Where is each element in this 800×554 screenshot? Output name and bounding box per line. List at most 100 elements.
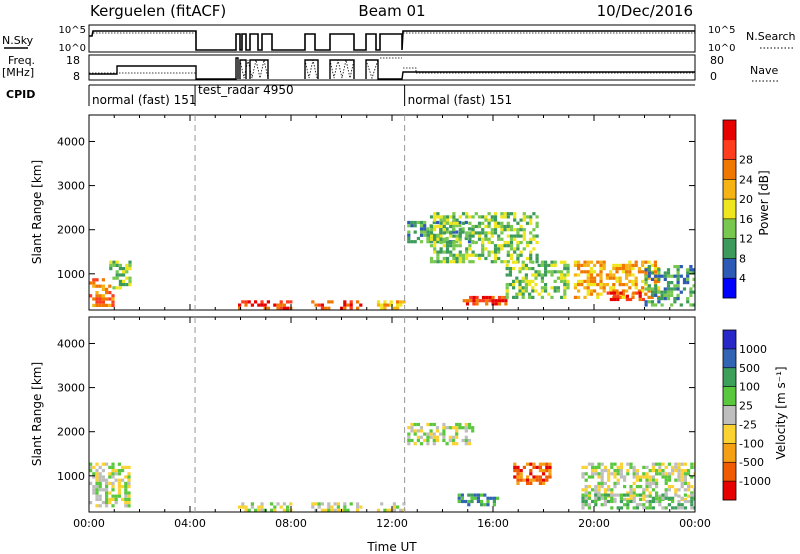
velocity-colorbar-tick-label: 25: [739, 400, 753, 413]
velocity-y-tick-label: 1000: [57, 470, 85, 483]
velocity-echo-region: [407, 422, 475, 446]
date-title: 10/Dec/2016: [597, 2, 693, 20]
velocity-colorbar-segment: [723, 405, 736, 425]
power-colorbar-tick-label: 4: [739, 272, 746, 285]
power-colorbar-segment: [723, 139, 736, 160]
velocity-x-tick-label: 04:00: [174, 517, 206, 530]
velocity-echo-region: [457, 493, 500, 507]
nsearch-label: N.Search: [746, 30, 796, 43]
nsky-tick-top: 10^5: [59, 25, 86, 36]
freq-label: Freq.: [8, 54, 35, 67]
nave-label: Nave: [750, 64, 778, 77]
velocity-colorbar: -1000 -500 -100 -25 25 100 500 1000: [722, 329, 771, 501]
velocity-colorbar-segment: [723, 481, 736, 501]
power-colorbar-tick-label: 16: [739, 213, 753, 226]
freq-trace: [89, 57, 695, 80]
power-y-tick-label: 4000: [57, 135, 85, 148]
power-colorbar-segment: [723, 218, 736, 239]
velocity-x-tick-label: 20:00: [578, 517, 610, 530]
power-echo-region: [376, 300, 406, 310]
nsearch-tick-top: 10^5: [708, 25, 735, 36]
nsky-label: N.Sky: [2, 34, 34, 47]
power-y-tick-label: 3000: [57, 180, 85, 193]
velocity-x-tick-label: 00:00: [679, 517, 711, 530]
freq-tick-bottom: 8: [73, 70, 80, 83]
velocity-x-tick-label: 12:00: [376, 517, 408, 530]
velocity-colorbar-segment: [723, 330, 736, 350]
power-echo-region: [311, 300, 363, 310]
power-echo-region: [644, 265, 695, 307]
velocity-y-tick-label: 3000: [57, 382, 85, 395]
velocity-echo-region: [89, 462, 131, 508]
velocity-colorbar-segment: [723, 462, 736, 482]
power-echo-region: [606, 291, 645, 302]
power-colorbar-segment: [723, 238, 736, 259]
cpid-mode-label: normal (fast) 151: [408, 93, 512, 107]
velocity-y-tick-label: 4000: [57, 337, 85, 350]
power-colorbar-frame: [722, 119, 737, 299]
power-colorbar-segment: [723, 179, 736, 200]
nsky-tick-bottom: 10^0: [59, 43, 86, 54]
velocity-echo-region: [238, 502, 293, 512]
velocity-colorbar-segment: [723, 386, 736, 406]
nave-tick-bottom: 0: [710, 70, 717, 83]
power-panel: 1000 2000 3000 4000 Slant Range [km] 4 8 12 16…: [30, 114, 771, 311]
velocity-colorbar-tick-label: -25: [739, 418, 757, 431]
velocity-echo-region: [581, 493, 695, 510]
power-echo-region: [89, 278, 115, 307]
velocity-colorbar-tick-label: -500: [739, 456, 764, 469]
nave-tick-top: 80: [710, 54, 724, 67]
velocity-x-ticks: 00:00 04:00 08:00 12:00 16:00 20:00 00:00: [73, 317, 711, 530]
power-echo-region: [238, 300, 293, 310]
velocity-dashed-lines: [194, 317, 406, 512]
power-frame: [88, 114, 696, 311]
power-colorbar-tick-label: 24: [739, 173, 753, 186]
velocity-colorbar-tick-label: 500: [739, 362, 760, 375]
velocity-colorbar-segment: [723, 348, 736, 369]
power-colorbar-label: Power [dB]: [757, 170, 771, 235]
velocity-y-tick-label: 2000: [57, 426, 85, 439]
velocity-colorbar-label: Velocity [m s⁻¹]: [774, 366, 788, 459]
power-colorbar-segment: [723, 159, 736, 180]
power-colorbar-tick-label: 20: [739, 193, 753, 206]
velocity-colorbar-tick-label: 100: [739, 381, 760, 394]
power-echo-region: [429, 212, 539, 264]
nsky-panel: [88, 24, 696, 53]
power-colorbar-segment: [723, 258, 736, 279]
velocity-panel: 1000 2000 3000 4000 00:00 04:00 08:00 12:00 16:…: [30, 316, 788, 554]
power-dashed-lines: [194, 115, 406, 310]
power-y-ticks: 1000 2000 3000 4000: [57, 135, 695, 281]
power-y-tick-label: 2000: [57, 224, 85, 237]
velocity-x-tick-label: 00:00: [73, 517, 105, 530]
power-echoes: [89, 212, 695, 310]
power-colorbar-segment: [723, 278, 736, 299]
beam-title: Beam 01: [358, 2, 425, 20]
power-colorbar-tick-label: 12: [739, 233, 753, 246]
power-colorbar-tick-label: 8: [739, 252, 746, 265]
velocity-echo-region: [376, 502, 406, 512]
power-y-tick-label: 1000: [57, 268, 85, 281]
power-colorbar-segment: [723, 199, 736, 220]
velocity-colorbar-segment: [723, 424, 736, 444]
velocity-y-ticks: 1000 2000 3000 4000: [57, 337, 695, 483]
power-y-axis-label: Slant Range [km]: [30, 160, 44, 264]
nsearch-tick-bottom: 10^0: [708, 43, 735, 54]
velocity-colorbar-tick-label: 1000: [739, 343, 767, 356]
velocity-colorbar-tick-label: -100: [739, 437, 764, 450]
velocity-colorbar-segment: [723, 367, 736, 387]
station-title: Kerguelen (fitACF): [90, 2, 226, 20]
power-echo-region: [109, 260, 132, 290]
freq-tick-top: 18: [66, 54, 80, 67]
velocity-colorbar-segment: [723, 443, 736, 463]
power-colorbar: 4 8 12 16 20 24 28: [722, 119, 753, 299]
velocity-echoes: [89, 422, 695, 512]
velocity-colorbar-tick-label: -1000: [739, 475, 771, 488]
cpid-label: CPID: [6, 88, 35, 101]
velocity-y-axis-label: Slant Range [km]: [30, 362, 44, 466]
nsky-trace: [89, 30, 695, 51]
power-echo-region: [462, 295, 508, 306]
power-x-tick-marks: [88, 115, 696, 310]
x-axis-label: Time UT: [366, 540, 417, 554]
